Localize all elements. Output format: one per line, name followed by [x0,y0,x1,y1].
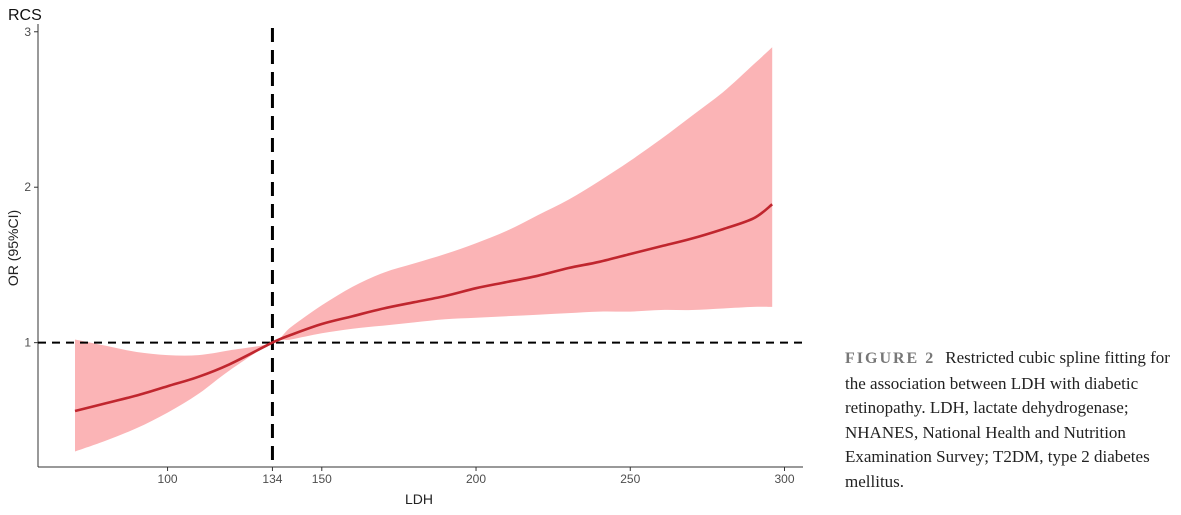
x-tick-label: 100 [158,472,178,486]
x-tick-label: 200 [466,472,486,486]
or-curve [74,203,774,413]
figure-caption: FIGURE 2 Restricted cubic spline fitting … [845,346,1175,494]
y-tick-label: 3 [24,25,31,39]
figure-label: FIGURE 2 [845,350,936,367]
y-axis-label: OR (95%CI) [5,210,21,286]
chart-title: RCS [8,7,42,24]
x-tick-label: 250 [620,472,640,486]
y-tick-label: 2 [24,180,31,194]
x-axis-label: LDH [405,491,433,507]
plot-area [34,24,803,471]
x-tick-label: 134 [262,472,282,486]
tick-labels: 100 134 150 200 250 300 1 2 3 [24,25,795,486]
confidence-band [75,47,773,452]
x-tick-label: 150 [312,472,332,486]
y-tick-label: 1 [24,336,31,350]
caption-text: Restricted cubic spline fitting for the … [845,348,1170,491]
x-tick-label: 300 [774,472,794,486]
